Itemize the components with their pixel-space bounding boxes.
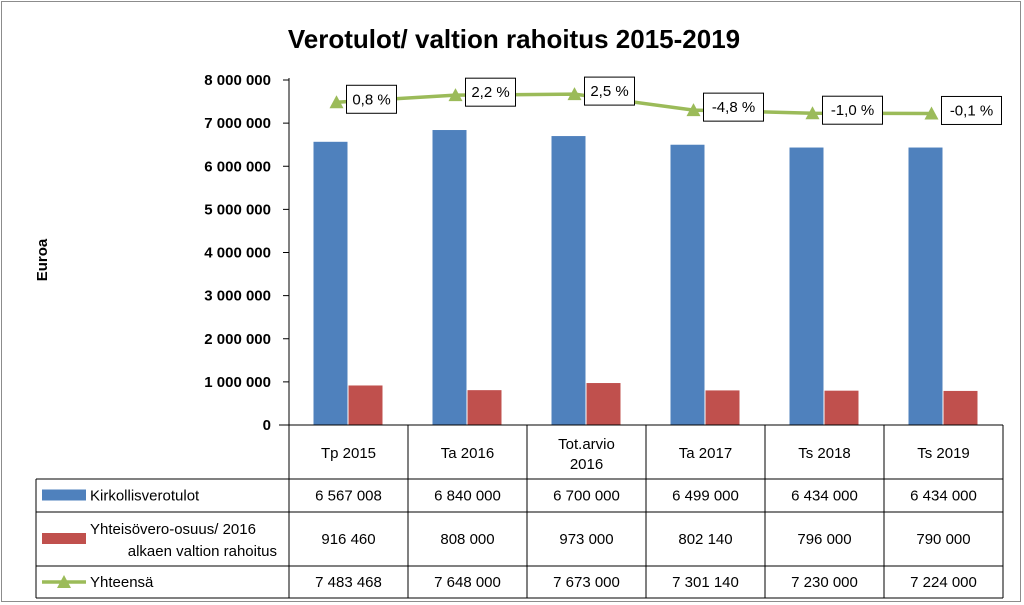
table-cell: 7 230 000 bbox=[791, 574, 858, 591]
bar-yhteisovero bbox=[705, 390, 740, 425]
data-label: -1,0 % bbox=[831, 102, 874, 119]
table-cell: 6 499 000 bbox=[672, 488, 739, 505]
table-cell: 6 567 008 bbox=[315, 488, 382, 505]
table-cell: 796 000 bbox=[797, 531, 851, 548]
line-point bbox=[329, 95, 344, 109]
table-cell: 6 840 000 bbox=[434, 488, 501, 505]
table-cell: 7 673 000 bbox=[553, 574, 620, 591]
legend-swatch bbox=[42, 489, 86, 501]
line-point bbox=[448, 88, 463, 102]
table-cell: 6 700 000 bbox=[553, 488, 620, 505]
y-tick-label: 8 000 000 bbox=[204, 72, 271, 89]
table-cell: 6 434 000 bbox=[910, 488, 977, 505]
table-cell: 808 000 bbox=[440, 531, 494, 548]
legend-swatch bbox=[42, 533, 86, 544]
legend-label: Yhteisövero-osuus/ 2016 bbox=[90, 521, 256, 538]
bar-yhteisovero bbox=[348, 385, 383, 425]
y-tick-label: 6 000 000 bbox=[204, 158, 271, 175]
y-tick-label: 1 000 000 bbox=[204, 374, 271, 391]
data-table: Tp 2015 Ta 2016 Tot.arvio 2016 Ta 2017 Ts 201… bbox=[35, 78, 1004, 599]
bar-yhteisovero bbox=[943, 390, 978, 425]
legend-label: alkaen valtion rahoitus bbox=[128, 543, 277, 560]
line-point bbox=[805, 106, 820, 120]
bar-kirkollisverotulot bbox=[908, 147, 943, 425]
bar-kirkollisverotulot bbox=[670, 144, 705, 425]
table-cell: 802 140 bbox=[678, 531, 732, 548]
line-series: 0,8 % 2,2 % 2,5 % -4,8 % -1,0 % -0,1 % bbox=[329, 76, 1002, 125]
line-point bbox=[567, 87, 582, 101]
bar-kirkollisverotulot bbox=[432, 130, 467, 425]
table-cell: 7 483 468 bbox=[315, 574, 382, 591]
bar-series bbox=[313, 130, 978, 425]
data-label-box bbox=[584, 76, 635, 106]
line-point bbox=[924, 106, 939, 120]
data-label-box bbox=[346, 84, 397, 114]
x-tick-label: Ta 2016 bbox=[441, 445, 494, 462]
x-tick-label: Ta 2017 bbox=[679, 445, 732, 462]
table-cell: 916 460 bbox=[321, 531, 375, 548]
bar-yhteisovero bbox=[824, 390, 859, 425]
data-label: 0,8 % bbox=[352, 91, 390, 108]
data-label: -4,8 % bbox=[712, 99, 755, 116]
bar-kirkollisverotulot bbox=[313, 141, 348, 425]
x-tick-label: 2016 bbox=[570, 456, 603, 473]
table-cell: 7 301 140 bbox=[672, 574, 739, 591]
data-label-box bbox=[465, 77, 516, 107]
data-label: -0,1 % bbox=[950, 102, 993, 119]
x-tick-label: Ts 2019 bbox=[917, 445, 970, 462]
y-axis-ticks: 0 1 000 000 2 000 000 3 000 000 4 000 000 5 0… bbox=[204, 72, 271, 434]
y-tick-label: 7 000 000 bbox=[204, 115, 271, 132]
data-label-box bbox=[822, 95, 883, 125]
table-cell: 7 224 000 bbox=[910, 574, 977, 591]
legend-label: Yhteensä bbox=[90, 574, 154, 591]
y-tick-label: 3 000 000 bbox=[204, 288, 271, 305]
y-axis-label: Euroa bbox=[34, 238, 51, 281]
y-tick-label: 2 000 000 bbox=[204, 331, 271, 348]
table-cell: 7 648 000 bbox=[434, 574, 501, 591]
data-label-box bbox=[941, 95, 1002, 125]
y-tick-label: 4 000 000 bbox=[204, 245, 271, 262]
y-tick-label: 5 000 000 bbox=[204, 201, 271, 218]
x-tick-label: Tot.arvio bbox=[558, 436, 615, 453]
legend-label: Kirkollisverotulot bbox=[90, 488, 200, 505]
bar-yhteisovero bbox=[586, 383, 621, 425]
data-label-box bbox=[703, 92, 764, 122]
y-tick-label: 0 bbox=[263, 417, 271, 434]
x-tick-label: Ts 2018 bbox=[798, 445, 851, 462]
bar-kirkollisverotulot bbox=[551, 136, 586, 425]
chart-title: Verotulot/ valtion rahoitus 2015-2019 bbox=[288, 24, 740, 54]
data-label: 2,5 % bbox=[590, 83, 628, 100]
table-cell: 6 434 000 bbox=[791, 488, 858, 505]
bar-kirkollisverotulot bbox=[789, 147, 824, 425]
table-cell: 790 000 bbox=[916, 531, 970, 548]
line-point bbox=[686, 103, 701, 117]
bar-yhteisovero bbox=[467, 390, 502, 425]
table-cell: 973 000 bbox=[559, 531, 613, 548]
legend-marker bbox=[57, 575, 71, 588]
data-label: 2,2 % bbox=[471, 84, 509, 101]
x-tick-label: Tp 2015 bbox=[321, 445, 376, 462]
